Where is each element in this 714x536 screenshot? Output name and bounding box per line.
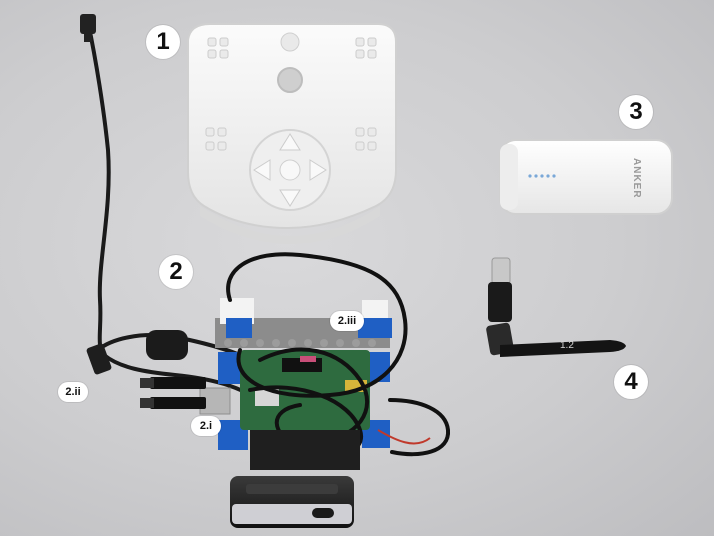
usb-plug-2ii (86, 343, 112, 375)
antenna-marking: 1.2 (560, 340, 574, 351)
powerbank-brand-text: ANKER (631, 158, 642, 199)
red-wires (377, 429, 431, 445)
cable-end-connector (80, 14, 96, 42)
label-item-3: 3 (619, 95, 653, 129)
label-item-2: 2 (159, 255, 193, 289)
label-item-1: 1 (146, 25, 180, 59)
power-bank (499, 139, 673, 215)
label-item-4: 4 (614, 365, 648, 399)
label-2i: 2.i (191, 416, 221, 436)
ferrite-bead (146, 330, 188, 360)
label-2ii: 2.ii (58, 382, 88, 402)
camera-module (230, 430, 360, 528)
wifi-antenna (486, 257, 626, 357)
label-2iii: 2.iii (330, 311, 364, 331)
controller-housing (187, 23, 397, 244)
ethernet-and-usb-ports (140, 377, 231, 415)
